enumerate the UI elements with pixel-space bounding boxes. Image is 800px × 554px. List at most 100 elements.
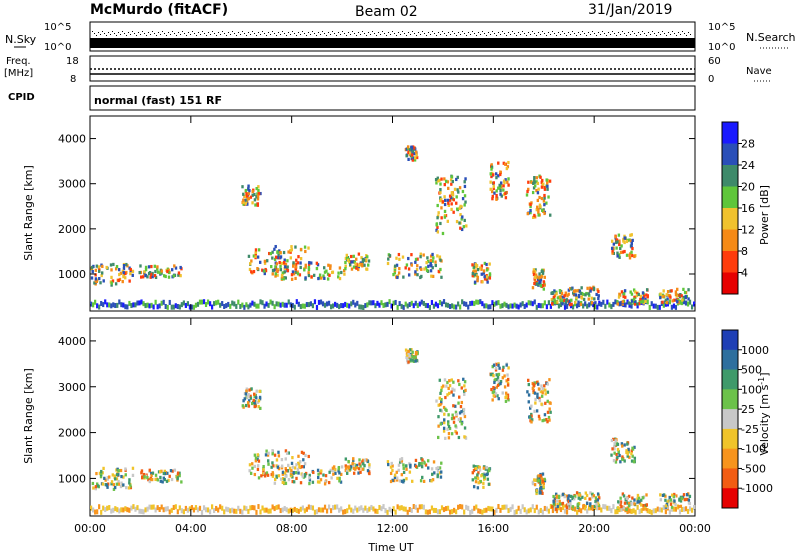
echo-cell <box>596 502 600 506</box>
echo-cell <box>196 507 200 513</box>
colorbar-swatch <box>722 143 738 166</box>
echo-cell <box>622 292 626 296</box>
echo-cell <box>467 304 470 310</box>
echo-cell <box>542 484 545 489</box>
echo-cell <box>225 506 228 512</box>
echo-cell <box>476 275 479 279</box>
echo-cell <box>251 300 254 306</box>
echo-cell <box>297 471 300 475</box>
echo-cell <box>178 471 181 475</box>
echo-cell <box>676 287 679 291</box>
echo-cell <box>248 267 252 272</box>
nsearch-point <box>174 33 175 34</box>
echo-cell <box>279 255 283 259</box>
echo-cell <box>303 462 307 466</box>
nsearch-point <box>468 32 469 33</box>
echo-cell <box>476 465 480 469</box>
echo-cell <box>454 410 458 414</box>
echo-cell <box>654 508 657 514</box>
echo-cell <box>263 261 267 265</box>
echo-cell <box>465 301 468 307</box>
nsearch-point <box>508 32 509 33</box>
echo-cell <box>309 504 313 510</box>
echo-cell <box>406 145 410 149</box>
echo-cell <box>190 505 194 511</box>
colorbar-tick-label: 1000 <box>741 344 769 357</box>
echo-cell <box>223 509 226 515</box>
echo-cell <box>515 303 518 309</box>
nsearch-point <box>190 34 191 35</box>
echo-cell <box>292 263 295 267</box>
echo-cell <box>673 499 676 503</box>
echo-cell <box>608 302 611 308</box>
echo-cell <box>527 378 530 382</box>
echo-cell <box>680 496 684 500</box>
nsky-trace-band <box>90 38 695 48</box>
echo-cell <box>534 478 537 482</box>
echo-cell <box>249 471 253 475</box>
echo-cell <box>104 507 107 513</box>
echo-cell <box>441 231 445 236</box>
echo-cell <box>545 178 548 182</box>
echo-cell <box>497 504 500 510</box>
echo-cell <box>580 296 584 300</box>
echo-cell <box>656 304 659 310</box>
echo-cell <box>149 272 153 277</box>
echo-cell <box>351 462 354 466</box>
colorbar-swatch <box>722 165 738 187</box>
echo-cell <box>474 476 477 480</box>
echo-cell <box>610 246 614 250</box>
echo-cell <box>410 146 414 150</box>
echo-cell <box>404 301 407 307</box>
echo-cell <box>225 303 228 309</box>
nsearch-point <box>400 34 401 35</box>
echo-cell <box>623 234 626 238</box>
echo-cell <box>687 288 690 292</box>
echo-cell <box>362 258 366 262</box>
echo-cell <box>338 471 341 475</box>
echo-cell <box>485 303 488 309</box>
echo-cell <box>405 147 408 151</box>
echo-cell <box>442 405 446 410</box>
echo-cell <box>490 165 494 169</box>
echo-cell <box>496 394 499 398</box>
echo-cell <box>566 294 569 298</box>
echo-cell <box>263 474 267 478</box>
echo-cell <box>476 486 480 490</box>
echo-cell <box>406 359 409 363</box>
echo-cell <box>489 187 492 191</box>
echo-cell <box>678 299 682 305</box>
echo-cell <box>591 505 594 509</box>
echo-cell <box>416 507 419 513</box>
y-tick-label: 3000 <box>58 381 86 394</box>
echo-cell <box>539 483 542 487</box>
echo-cell <box>618 301 621 307</box>
nsearch-point <box>322 31 323 32</box>
echo-cell <box>268 251 271 256</box>
echo-cell <box>118 299 121 305</box>
echo-cell <box>256 453 260 457</box>
echo-cell <box>529 209 532 213</box>
echo-cell <box>110 508 113 514</box>
echo-cell <box>112 487 116 491</box>
echo-cell <box>110 482 113 486</box>
echo-cell <box>548 179 552 183</box>
echo-cell <box>541 270 545 274</box>
echo-cell <box>566 502 570 506</box>
echo-cell <box>440 385 444 390</box>
echo-cell <box>681 298 684 302</box>
nsearch-point <box>578 32 579 33</box>
echo-cell <box>442 384 445 388</box>
echo-cell <box>606 505 609 511</box>
echo-cell <box>616 455 619 460</box>
echo-cell <box>674 292 678 297</box>
echo-cell <box>531 286 535 290</box>
echo-cell <box>428 509 431 515</box>
echo-cell <box>494 172 498 176</box>
echo-cell <box>450 509 454 515</box>
nsearch-point <box>244 33 245 34</box>
nsearch-point <box>606 35 607 36</box>
echo-cell <box>446 380 449 385</box>
echo-cell <box>273 477 277 482</box>
